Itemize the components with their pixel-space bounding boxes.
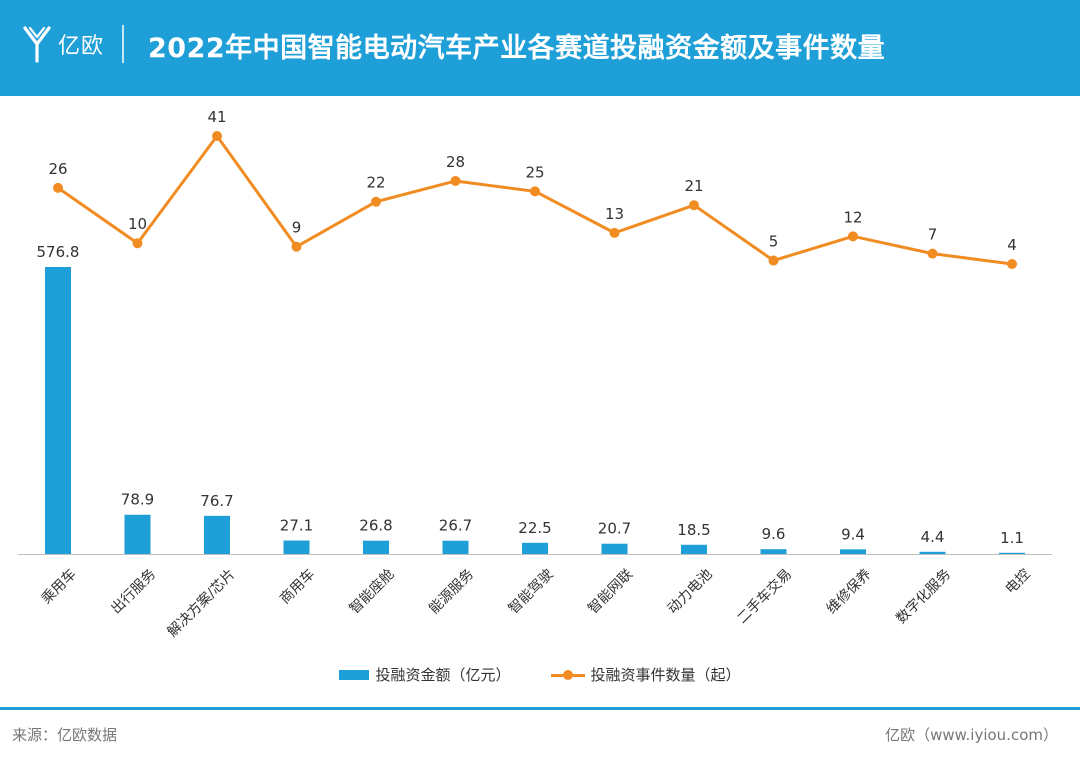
line-point-11: [927, 248, 938, 259]
bar-0: [45, 267, 71, 554]
legend-label-count: 投融资事件数量（起）: [590, 666, 741, 684]
x-tick-label: 数字化服务: [893, 566, 954, 627]
bar-12: [999, 552, 1025, 554]
bar-value-label: 18.5: [677, 521, 710, 539]
line-point-10: [848, 231, 858, 242]
count-line: [57, 134, 1013, 266]
header-bar: 亿欧 2022年中国智能电动汽车产业各赛道投融资金额及事件数量: [0, 0, 1080, 96]
bar-6: [522, 542, 548, 554]
chart-title: 2022年中国智能电动汽车产业各赛道投融资金额及事件数量: [148, 33, 886, 64]
line-value-label: 26: [48, 160, 67, 178]
source-note: 来源：亿欧数据: [12, 726, 118, 744]
line-point-5: [450, 175, 461, 186]
line-value-label: 41: [207, 108, 226, 126]
bar-value-label: 26.8: [359, 517, 392, 535]
line-value-label: 4: [1007, 236, 1017, 254]
line-value-label: 5: [769, 233, 779, 251]
x-tick-label: 电控: [1002, 566, 1033, 597]
legend-line-swatch: [550, 669, 585, 680]
bar-5: [442, 540, 469, 554]
bar-value-label: 27.1: [280, 517, 313, 535]
x-tick-label: 解决方案/芯片: [164, 566, 239, 641]
line-point-1: [132, 238, 143, 249]
bar-value-label: 9.6: [762, 525, 786, 543]
x-tick-label: 维修保养: [824, 566, 875, 617]
brand-logo: 亿欧: [22, 22, 104, 66]
x-tick-label: 出行服务: [108, 566, 159, 617]
x-tick-label: 动力电池: [665, 566, 716, 617]
bar-value-label: 576.8: [37, 243, 80, 261]
x-axis: 乘用车 出行服务 解决方案/芯片 商用车 智能座舱 能源服务 智能驾驶 智能网联 动力电池 二手车…: [18, 554, 1052, 641]
bar-value-label: 1.1: [1000, 529, 1024, 547]
bar-1: [124, 514, 151, 554]
line-value-label: 13: [605, 205, 624, 223]
line-point-8: [689, 200, 699, 211]
bar-2: [204, 515, 230, 554]
line-value-label: 21: [684, 177, 703, 195]
x-tick-label: 智能驾驶: [506, 566, 557, 617]
line-value-label: 25: [525, 163, 544, 181]
x-tick-label: 智能座舱: [347, 566, 398, 617]
bar-value-label: 9.4: [841, 525, 865, 543]
legend-item-count: 投融资事件数量（起）: [550, 664, 741, 685]
bar-value-label: 76.7: [200, 492, 233, 510]
bar-4: [363, 540, 389, 554]
bar-value-label: 78.9: [121, 491, 154, 509]
bar-10: [840, 549, 866, 554]
x-tick-label: 智能网联: [585, 566, 636, 617]
line-value-label: 12: [843, 208, 862, 226]
bar-value-label: 4.4: [921, 528, 945, 546]
line-point-6: [530, 186, 540, 197]
line-value-label: 9: [292, 219, 302, 237]
line-value-label: 22: [366, 174, 385, 192]
footer-divider: [0, 707, 1080, 710]
chart-legend: 投融资金额（亿元） 投融资事件数量（起）: [0, 664, 1080, 685]
line-value-label: 10: [128, 215, 147, 233]
bar-value-label: 22.5: [518, 519, 551, 537]
line-point-4: [371, 196, 381, 207]
line-series: 26 10 41 9 22 28 25 13 21 5 12 7 4: [48, 108, 1017, 269]
line-point-12: [1007, 259, 1017, 269]
logo-text: 亿欧: [58, 34, 105, 59]
legend-label-amount: 投融资金额（亿元）: [375, 666, 511, 684]
bar-9: [760, 549, 787, 554]
bar-3: [283, 540, 310, 554]
logo-mark-icon: [23, 26, 51, 63]
x-tick-label: 乘用车: [38, 566, 80, 608]
legend-bar-swatch: [339, 669, 370, 680]
x-tick-label: 二手车交易: [734, 566, 796, 628]
bar-7: [601, 543, 628, 554]
bar-value-label: 20.7: [598, 520, 631, 538]
x-tick-label: 能源服务: [426, 566, 477, 617]
bar-value-label: 26.7: [439, 517, 472, 535]
header-divider: [122, 25, 124, 63]
line-value-label: 7: [928, 226, 938, 244]
legend-item-amount: 投融资金额（亿元）: [339, 664, 511, 685]
x-tick-label: 商用车: [276, 566, 318, 608]
bar-11: [919, 551, 946, 554]
line-point-2: [212, 131, 222, 141]
line-value-label: 28: [446, 153, 465, 171]
line-point-3: [291, 241, 302, 252]
bar-series: 576.8 78.9 76.7 27.1 26.8 26.7 22.5 20.7 18.5 9.6…: [37, 243, 1025, 554]
line-point-7: [609, 227, 620, 238]
bar-8: [681, 544, 707, 554]
chart-area: 576.8 78.9 76.7 27.1 26.8 26.7 22.5 20.7 18.5 9.6…: [18, 108, 1052, 641]
line-point-0: [53, 182, 63, 193]
line-point-9: [768, 255, 779, 266]
credit-note: 亿欧（www.iyiou.com）: [885, 726, 1058, 744]
